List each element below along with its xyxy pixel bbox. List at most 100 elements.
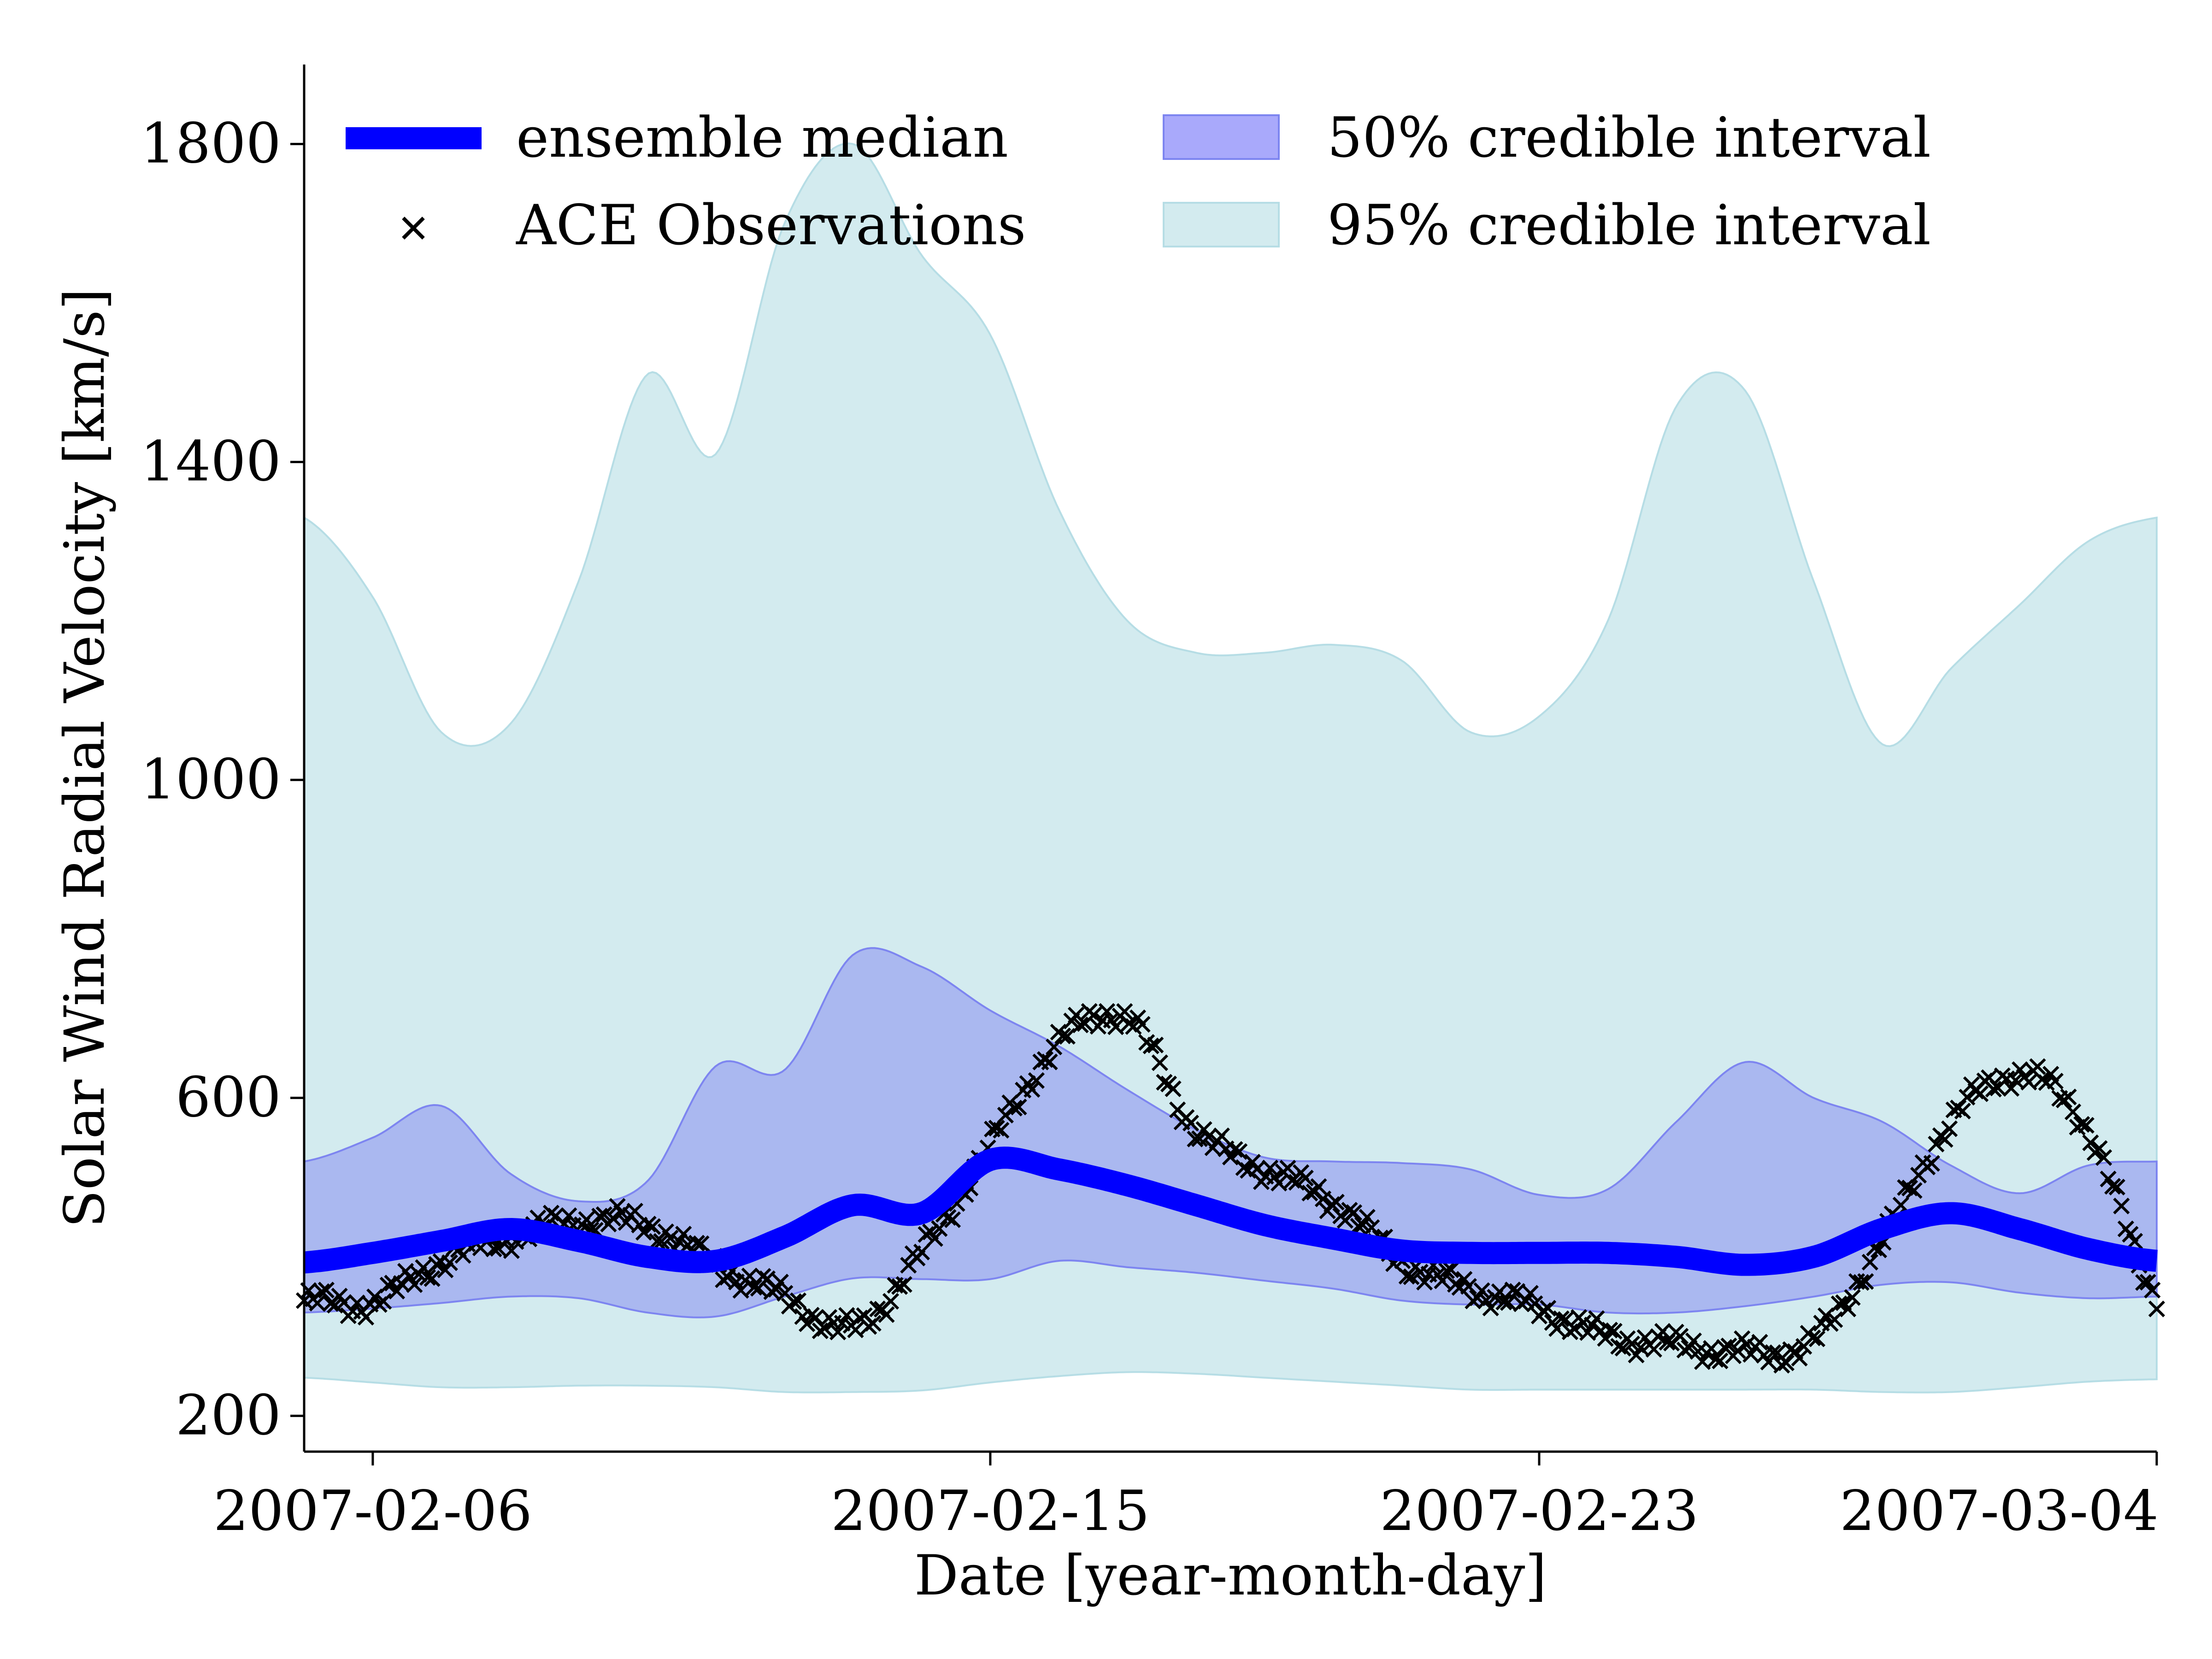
- observation-point: [830, 1324, 847, 1341]
- observation-point: [803, 1306, 820, 1324]
- observation-point: [1791, 1349, 1808, 1367]
- y-tick-label: 1800: [141, 112, 281, 176]
- ci50-band: [303, 947, 2158, 1318]
- observation-point: [662, 1230, 679, 1247]
- observation-point: [1438, 1262, 1455, 1279]
- observation-point: [2139, 1274, 2156, 1291]
- observation-point: [1830, 1295, 1847, 1312]
- observation-point: [1500, 1294, 1517, 1311]
- observation-point: [2003, 1080, 2020, 1097]
- observation-point: [560, 1207, 577, 1224]
- observation-point: [1522, 1285, 1539, 1302]
- observation-point: [1324, 1196, 1341, 1213]
- observation-point: [1645, 1341, 1662, 1358]
- observation-point: [1540, 1300, 1557, 1317]
- observation-point: [2047, 1072, 2064, 1090]
- observation-point: [1059, 1028, 1076, 1045]
- observation-point: [2065, 1103, 2082, 1120]
- observation-point: [1301, 1184, 1318, 1202]
- observation-point: [1314, 1190, 1332, 1207]
- observation-point: [1535, 1302, 1552, 1319]
- observation-point: [1672, 1328, 1689, 1345]
- observation-point: [1156, 1074, 1173, 1091]
- observation-point: [424, 1270, 441, 1287]
- observation-point: [1182, 1114, 1199, 1132]
- observation-point: [1495, 1294, 1512, 1311]
- observation-point: [1134, 1016, 1151, 1033]
- observation-point: [1923, 1155, 1940, 1172]
- observation-point: [1010, 1099, 1027, 1116]
- observation-point: [1504, 1282, 1521, 1299]
- observation-point: [1954, 1102, 1971, 1120]
- observation-point: [1897, 1179, 1914, 1196]
- legend-median-label: ensemble median: [516, 106, 1008, 170]
- observation-point: [1341, 1201, 1358, 1219]
- y-tick-label: 1400: [141, 429, 281, 494]
- observation-point: [309, 1294, 326, 1312]
- median-line: [297, 1147, 2164, 1276]
- observation-point: [1028, 1072, 1045, 1089]
- observation-point: [1694, 1353, 1711, 1370]
- observation-point: [675, 1225, 692, 1243]
- observation-point: [785, 1293, 802, 1310]
- observation-point: [812, 1322, 829, 1340]
- observation-point: [816, 1320, 833, 1337]
- observation-point: [1460, 1278, 1477, 1295]
- legend: ensemble median ACE Observations 50% cre…: [346, 106, 1931, 258]
- observation-point: [2060, 1088, 2077, 1106]
- observation-point: [419, 1269, 436, 1286]
- observation-point: [1870, 1241, 1888, 1259]
- observation-point: [1359, 1209, 1376, 1226]
- observation-point: [1434, 1272, 1451, 1289]
- observation-point: [1765, 1344, 1782, 1361]
- observation-point: [1041, 1053, 1058, 1071]
- observation-point: [1712, 1352, 1729, 1370]
- observation-point: [1553, 1310, 1570, 1327]
- observation-point: [1403, 1268, 1420, 1285]
- observation-point: [1777, 1354, 1795, 1371]
- observation-point: [1614, 1340, 1631, 1357]
- observation-point: [1685, 1332, 1702, 1349]
- observation-point: [348, 1294, 365, 1312]
- observation-point: [415, 1259, 432, 1276]
- observation-point: [688, 1235, 705, 1252]
- observation-point: [1165, 1080, 1182, 1097]
- observation-point: [441, 1254, 458, 1271]
- observation-point: [1024, 1081, 1041, 1098]
- observation-point: [1703, 1340, 1720, 1357]
- observation-point: [1473, 1282, 1490, 1299]
- observation-point: [1116, 1003, 1133, 1020]
- observation-point: [393, 1275, 410, 1292]
- observation-point: [357, 1309, 375, 1326]
- observation-point: [878, 1306, 895, 1323]
- observation-point: [891, 1278, 908, 1295]
- observation-point: [1861, 1253, 1878, 1271]
- observation-point: [2113, 1197, 2130, 1215]
- observation-point: [1054, 1027, 1071, 1044]
- observation-point: [741, 1267, 758, 1285]
- observation-point: [1959, 1088, 1976, 1106]
- observation-point: [1046, 1038, 1063, 1055]
- observation-point: [1310, 1178, 1327, 1195]
- observation-point: [366, 1288, 383, 1306]
- observation-point: [1442, 1261, 1459, 1278]
- observation-point: [799, 1315, 816, 1332]
- observation-point: [1707, 1351, 1724, 1368]
- observation-point: [1491, 1283, 1508, 1300]
- legend-ci50-label: 50% credible interval: [1327, 106, 1931, 170]
- observation-point: [1601, 1322, 1618, 1339]
- observation-point: [2029, 1058, 2046, 1075]
- observation-point: [732, 1282, 749, 1299]
- plot-area: [295, 142, 2165, 1394]
- observation-point: [1844, 1289, 1861, 1306]
- observation-point: [993, 1122, 1010, 1139]
- observation-point: [1222, 1148, 1239, 1165]
- observation-point: [913, 1243, 930, 1260]
- observation-point: [1328, 1194, 1345, 1211]
- observation-point: [375, 1293, 392, 1310]
- observation-point: [2095, 1149, 2112, 1166]
- observation-point: [318, 1282, 335, 1299]
- observation-point: [379, 1277, 396, 1294]
- x-axis-label: Date [year-month-day]: [914, 1544, 1547, 1608]
